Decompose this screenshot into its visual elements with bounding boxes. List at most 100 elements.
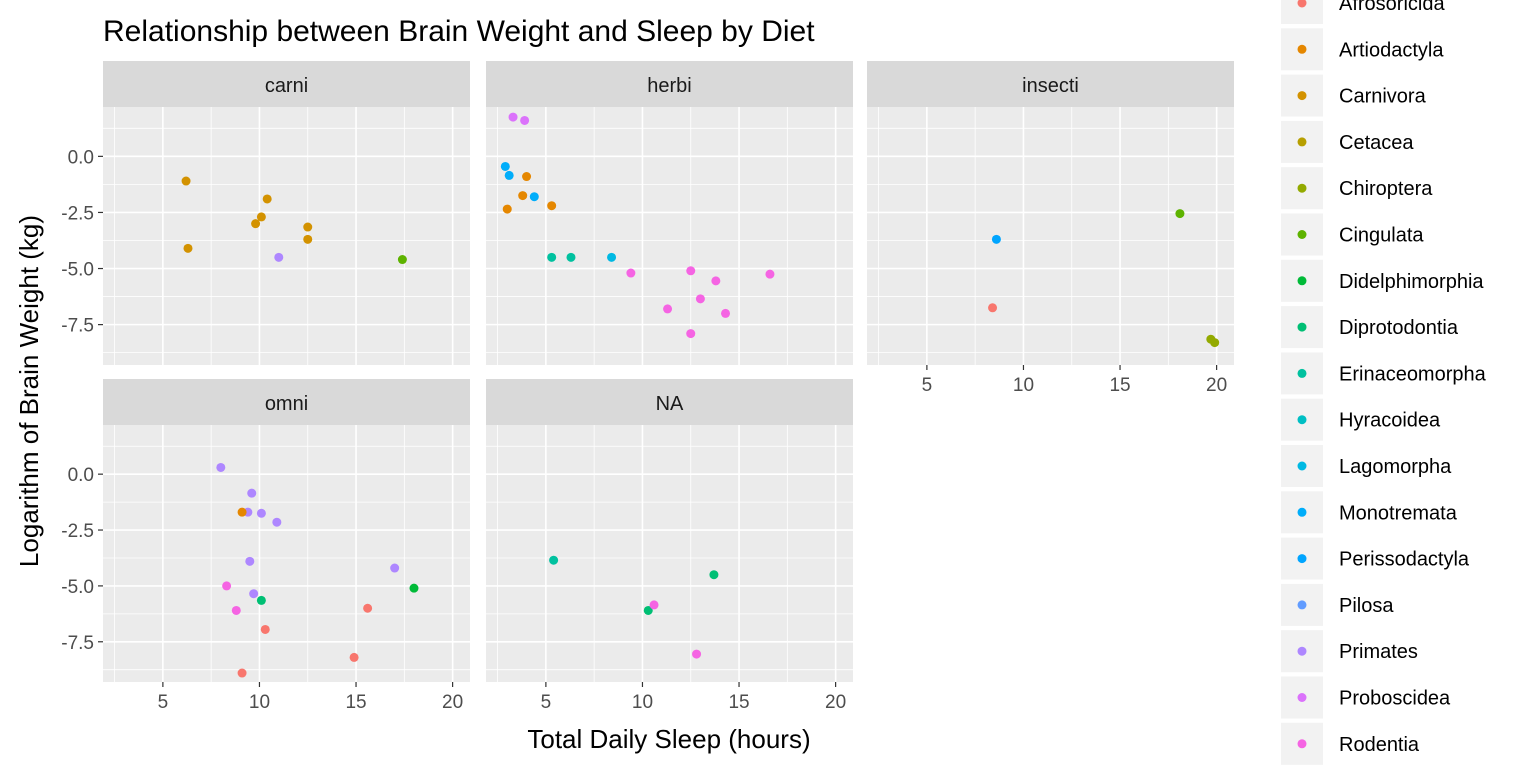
facet-strip	[103, 61, 470, 107]
legend-item: Perissodactyla	[1281, 537, 1470, 580]
facet-panel-herbi: herbi	[486, 61, 853, 365]
x-tick-label: 10	[1013, 375, 1034, 396]
data-point	[649, 600, 659, 610]
y-tick-label: -7.5	[61, 633, 94, 654]
facet-panel-carni: carni 0.0 -2.5 -5.0 -7.5	[61, 61, 470, 365]
data-point	[256, 508, 266, 518]
legend-swatch	[1297, 91, 1307, 101]
x-tick-label: 5	[541, 692, 552, 713]
y-axis-title: Logarithm of Brain Weight (kg)	[14, 215, 44, 567]
y-tick-label: -5.0	[61, 260, 94, 281]
data-point	[409, 583, 419, 593]
data-point	[508, 112, 518, 122]
y-tick-label: 0.0	[68, 147, 94, 168]
legend-label: Rodentia	[1339, 734, 1420, 756]
data-point	[303, 222, 313, 232]
data-point	[520, 115, 530, 125]
data-point	[249, 589, 259, 599]
x-tick-label: 15	[728, 692, 749, 713]
legend: Afrosoricida Artiodactyla Carnivora Cetacea…	[1281, 0, 1487, 765]
legend-label: Pilosa	[1339, 595, 1394, 617]
data-point	[1175, 209, 1185, 219]
panel-background	[103, 425, 470, 682]
y-tick-label: -7.5	[61, 316, 94, 337]
data-point	[518, 191, 528, 201]
data-point	[256, 595, 266, 605]
facet-panel-insecti: insecti 5 10 15 20	[867, 61, 1234, 396]
data-point	[692, 649, 702, 659]
legend-item: Artiodactyla	[1281, 28, 1444, 71]
data-point	[222, 581, 232, 591]
data-point	[500, 161, 510, 171]
legend-label: Lagomorpha	[1339, 456, 1452, 478]
facet-strip	[103, 379, 470, 425]
data-point	[237, 668, 247, 678]
data-point	[765, 269, 775, 279]
data-point	[504, 170, 514, 180]
legend-swatch	[1297, 230, 1307, 239]
facet-strip-label: herbi	[647, 75, 691, 97]
data-point	[1210, 338, 1220, 348]
data-point	[988, 303, 998, 313]
legend-swatch	[1297, 276, 1307, 286]
data-point	[643, 605, 653, 615]
legend-label: Afrosoricida	[1339, 0, 1445, 15]
data-point	[262, 194, 272, 204]
y-tick-label: -5.0	[61, 577, 94, 598]
data-point	[237, 507, 247, 517]
data-point	[529, 192, 539, 202]
legend-label: Diprotodontia	[1339, 317, 1459, 339]
panel-background	[103, 107, 470, 365]
data-point	[260, 624, 270, 634]
facet-panel-na: NA 5 10 15 20	[486, 379, 853, 713]
data-point	[991, 234, 1001, 244]
data-point	[711, 276, 721, 286]
legend-swatch	[1297, 461, 1307, 471]
y-tick-label: 0.0	[68, 465, 94, 486]
legend-item: Cetacea	[1281, 120, 1414, 163]
data-point	[231, 605, 241, 615]
legend-swatch	[1297, 739, 1307, 749]
legend-label: Chiroptera	[1339, 178, 1433, 200]
data-point	[522, 172, 532, 182]
facet-strip	[486, 61, 853, 107]
legend-swatch	[1297, 600, 1307, 610]
legend-label: Primates	[1339, 641, 1418, 663]
legend-swatch	[1297, 507, 1307, 517]
data-point	[547, 252, 557, 262]
facet-strip-label: carni	[265, 75, 308, 97]
legend-label: Proboscidea	[1339, 688, 1451, 710]
legend-swatch	[1297, 368, 1307, 378]
data-point	[663, 304, 673, 314]
data-point	[397, 255, 407, 265]
data-point	[245, 556, 255, 566]
data-point	[349, 652, 359, 662]
legend-item: Carnivora	[1281, 74, 1427, 117]
data-point	[183, 243, 193, 253]
data-point	[247, 488, 257, 498]
x-tick-label: 20	[1206, 375, 1227, 396]
legend-label: Erinaceomorpha	[1339, 363, 1487, 385]
legend-label: Perissodactyla	[1339, 549, 1470, 571]
legend-item: Lagomorpha	[1281, 445, 1452, 487]
data-point	[721, 308, 731, 318]
legend-swatch	[1297, 693, 1307, 702]
data-point	[181, 176, 191, 186]
legend-item: Proboscidea	[1281, 676, 1451, 719]
legend-swatch	[1297, 0, 1307, 8]
x-tick-label: 10	[632, 692, 653, 713]
data-point	[547, 201, 557, 211]
facet-panel-omni: omni 0.0 -2.5 -5.0 -7.5 5 10 15 20	[61, 379, 470, 713]
legend-swatch	[1297, 322, 1307, 332]
legend-swatch	[1297, 137, 1307, 147]
legend-swatch	[1297, 183, 1307, 193]
y-tick-label: -2.5	[61, 203, 94, 224]
data-point	[607, 252, 617, 262]
data-point	[216, 462, 226, 472]
legend-item: Chiroptera	[1281, 167, 1433, 210]
y-tick-label: -2.5	[61, 521, 94, 542]
legend-item: Rodentia	[1281, 722, 1420, 765]
data-point	[363, 603, 373, 613]
data-point	[274, 252, 284, 262]
